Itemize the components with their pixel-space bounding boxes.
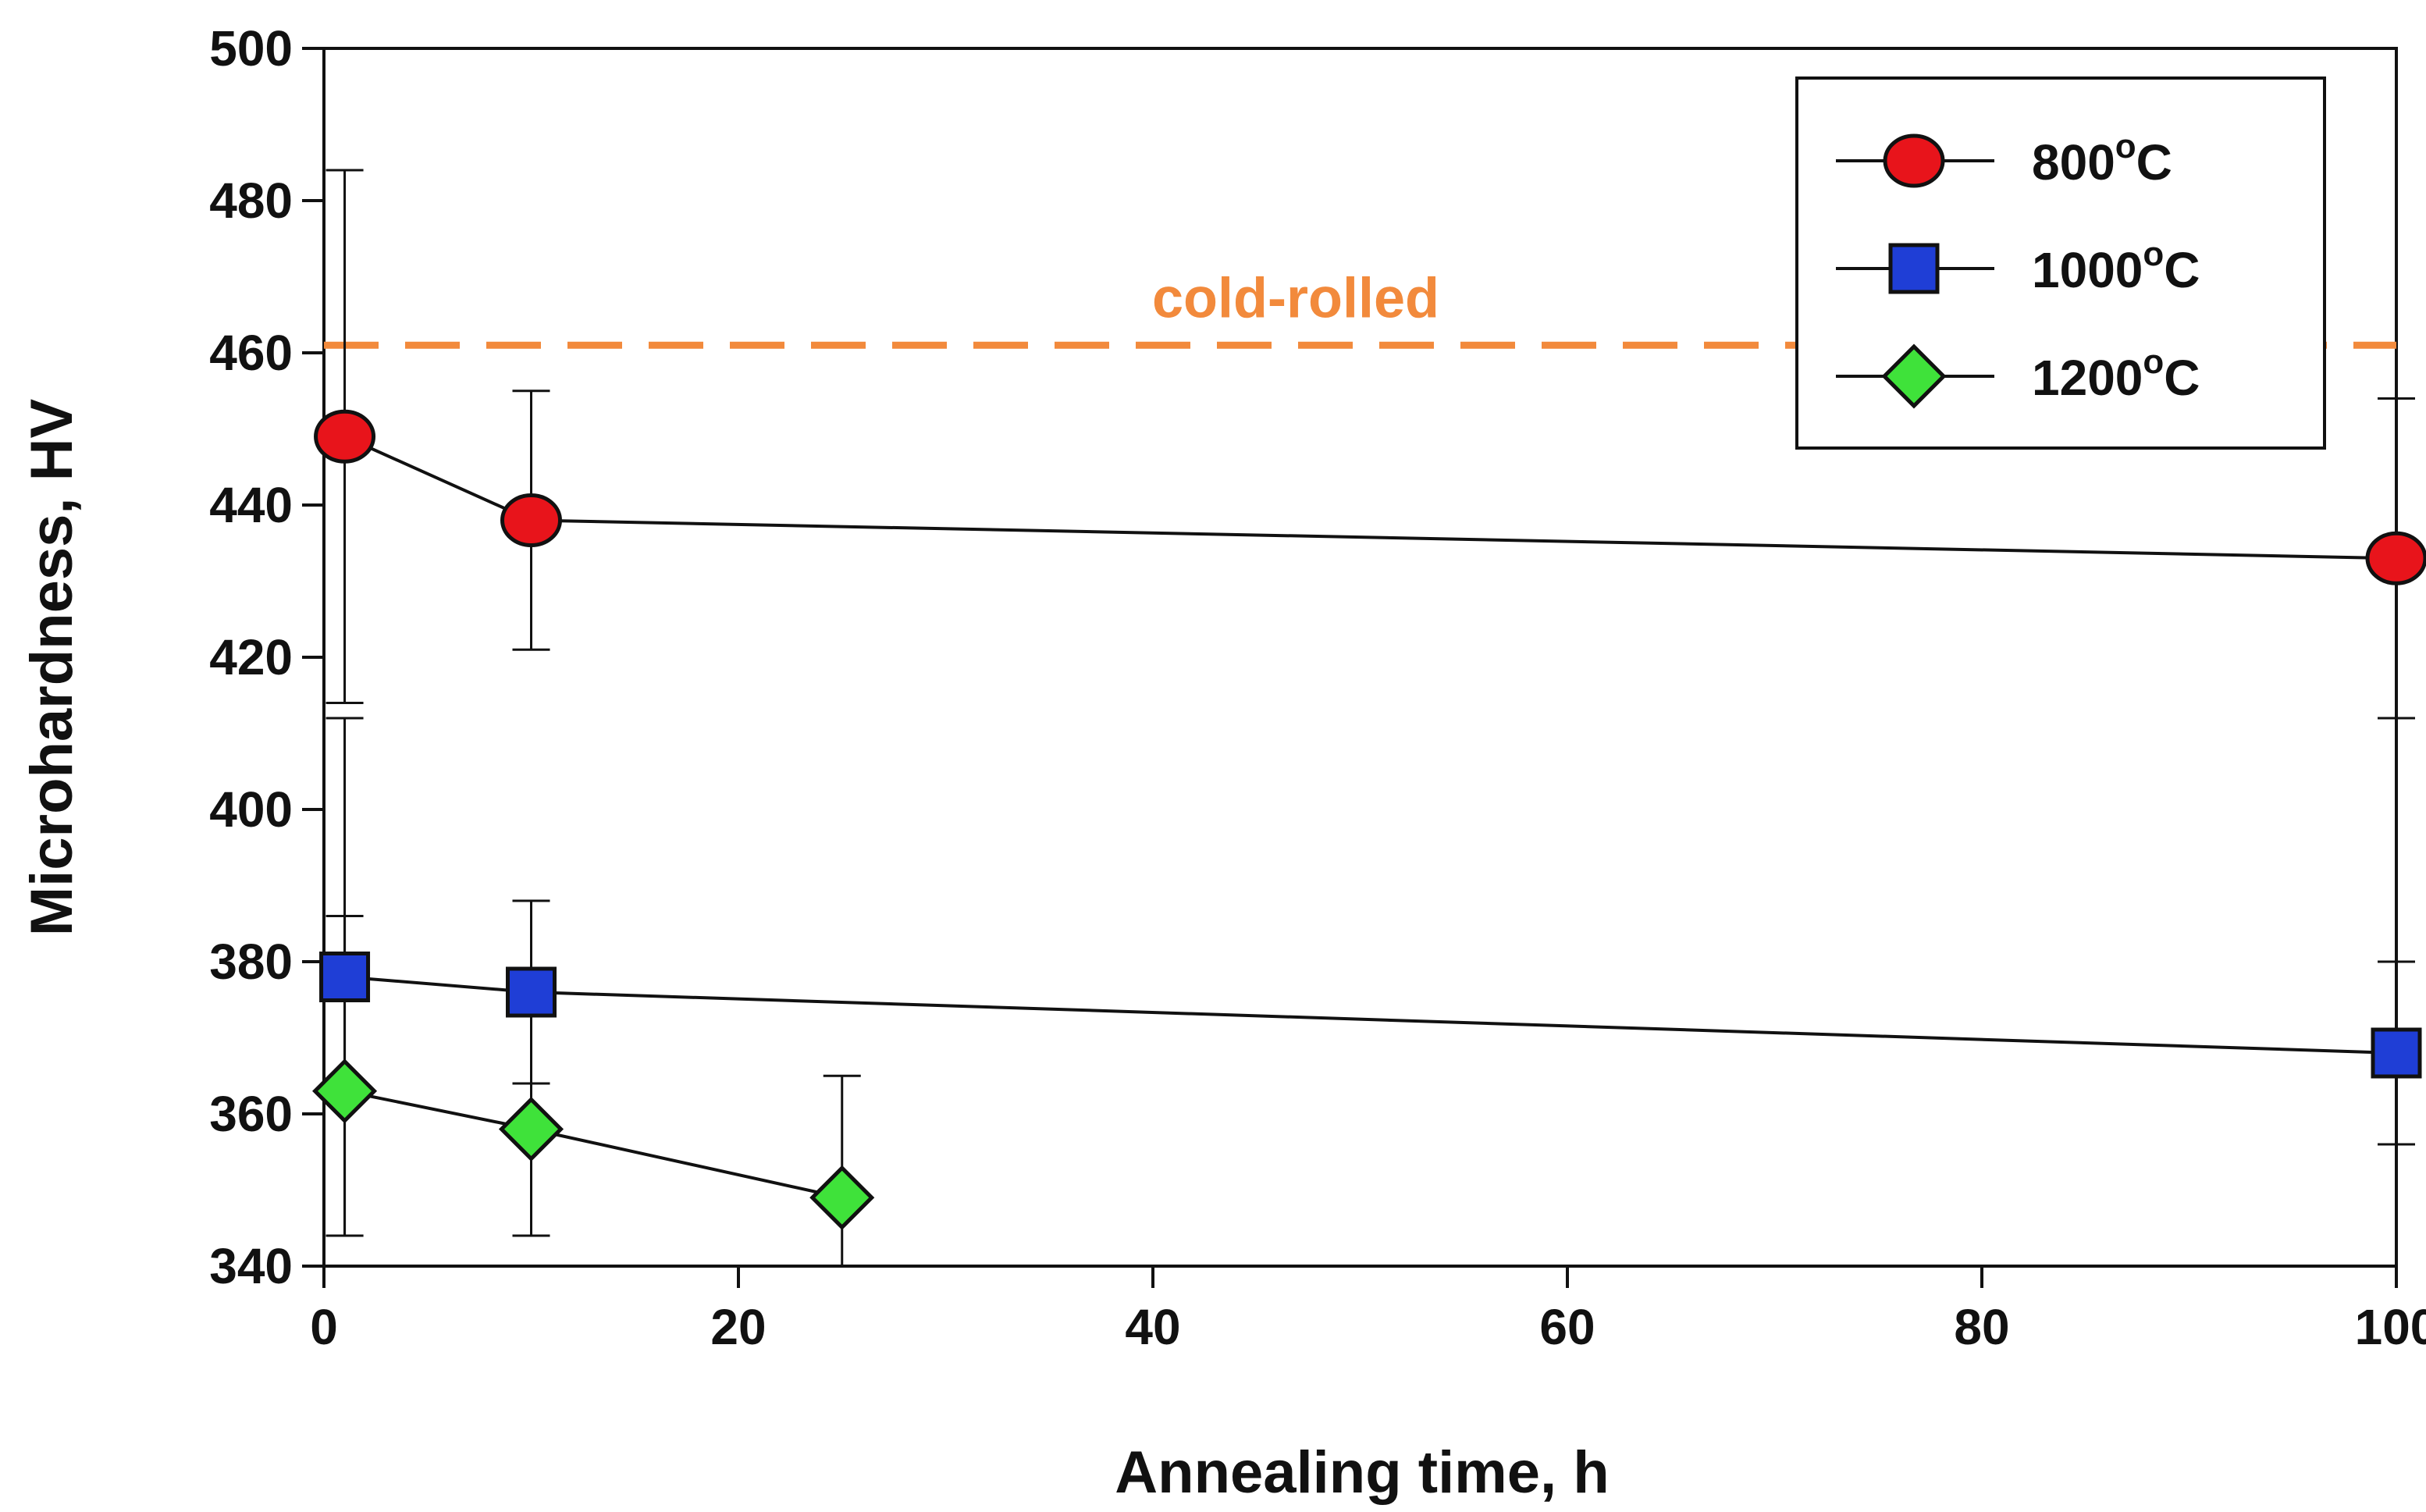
data-point [2365, 531, 2426, 585]
legend-label: 1200oC [2032, 343, 2200, 406]
series-line [344, 1089, 843, 1200]
x-tick-label: 60 [1539, 1299, 1595, 1355]
y-tick-label: 380 [209, 934, 293, 990]
x-tick-label: 80 [1954, 1299, 2009, 1355]
y-tick-label: 360 [209, 1086, 293, 1142]
y-tick-label: 400 [209, 781, 293, 838]
data-point [506, 966, 557, 1018]
legend-marker [1881, 343, 1947, 409]
y-tick-label: 500 [209, 20, 293, 76]
series-1200 [312, 1058, 875, 1230]
data-point [312, 1058, 378, 1124]
legend-marker [1888, 243, 1940, 294]
legend-label: 800oC [2032, 127, 2172, 190]
x-tick-label: 20 [710, 1299, 766, 1355]
legend: 800oC 1000oC 1200oC [1795, 76, 2326, 450]
y-tick-label: 420 [209, 629, 293, 685]
data-point [498, 1096, 564, 1162]
axis-titles: Annealing time, h Microhardness, HV [19, 398, 1610, 1506]
legend-label: 1000oC [2032, 235, 2200, 298]
x-tick-label: 100 [2355, 1299, 2426, 1355]
data-point [319, 952, 371, 1002]
series-800 [314, 409, 2426, 585]
series-layer [312, 169, 2426, 1268]
y-axis-title: Microhardness, HV [19, 398, 85, 936]
data-point [809, 1165, 875, 1230]
x-tick-label: 0 [310, 1299, 338, 1355]
y-tick-label: 480 [209, 173, 293, 229]
data-point [500, 493, 562, 547]
series-1000-errorbars [325, 899, 2415, 1237]
series-1000 [319, 952, 2422, 1079]
legend-marker [1883, 133, 1945, 188]
legend-box [1795, 76, 2326, 450]
x-axis-title: Annealing time, h [1115, 1439, 1609, 1506]
y-tick-label: 340 [209, 1238, 293, 1294]
y-tick-label: 440 [209, 477, 293, 533]
data-point [314, 409, 376, 464]
series-line [344, 975, 2397, 1055]
series-line [343, 435, 2397, 560]
y-tick-label: 460 [209, 325, 293, 381]
data-point [2371, 1027, 2422, 1079]
cold-rolled-label: cold-rolled [1152, 267, 1439, 329]
x-tick-label: 40 [1125, 1299, 1180, 1355]
axis-layer: 340 360 380 400 420 440 460 480 500 0 20 40 60 80 100 [209, 20, 2426, 1355]
